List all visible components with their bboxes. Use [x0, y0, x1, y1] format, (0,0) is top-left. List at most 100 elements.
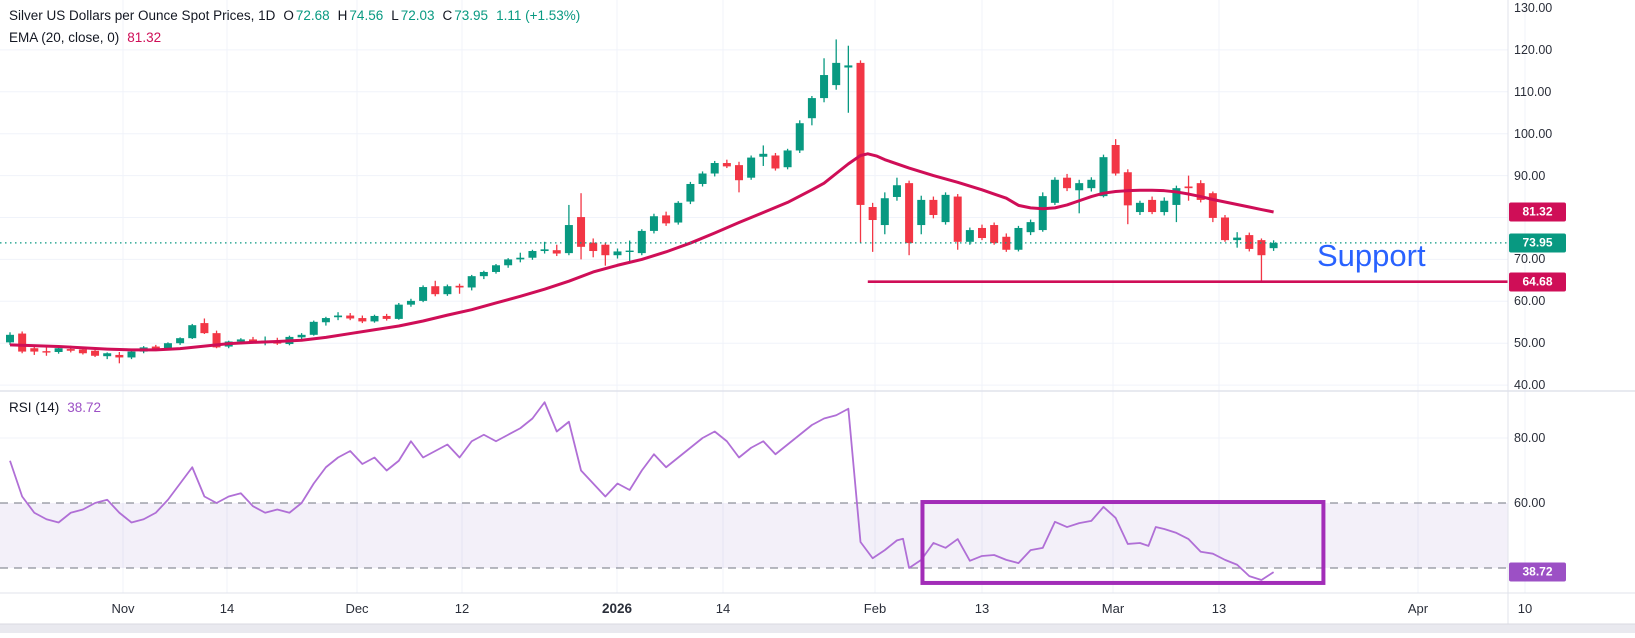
candle-body	[917, 199, 926, 226]
candle-body	[321, 318, 330, 323]
candle-body	[771, 155, 780, 169]
candle-body	[1269, 242, 1278, 249]
candle-body	[78, 349, 87, 354]
price-axis-label: 90.00	[1514, 168, 1546, 183]
candle-body	[1196, 183, 1205, 200]
ema-value: 81.32	[127, 30, 162, 45]
candle-body	[382, 315, 391, 319]
candle-body	[406, 300, 415, 305]
candle-body	[1221, 217, 1229, 241]
candle-body	[467, 276, 476, 288]
time-axis-label: 10	[1517, 601, 1533, 616]
ohlc-open: O 72.68	[283, 8, 330, 23]
candle-body	[747, 157, 756, 178]
symbol-legend-row[interactable]: Silver US Dollars per Ounce Spot Prices,…	[9, 8, 580, 23]
candle-body	[1233, 237, 1242, 241]
candle-body	[735, 165, 743, 181]
support-label[interactable]: Support	[1317, 238, 1426, 273]
price-axis-badge: 64.68	[1509, 272, 1566, 292]
rsi-axis-badge: 38.72	[1509, 562, 1566, 582]
candle-body	[637, 230, 646, 254]
candle-body	[941, 194, 950, 223]
time-axis-label: 14	[715, 601, 731, 616]
candlestick-series	[6, 39, 1278, 364]
time-axis-label: 2026	[601, 601, 633, 616]
candle-body	[30, 348, 39, 352]
candle-body	[334, 315, 343, 318]
price-axis-label: 50.00	[1514, 336, 1546, 351]
price-axis-label: 70.00	[1514, 252, 1546, 267]
candle-body	[1135, 202, 1144, 213]
candle-body	[1160, 200, 1169, 213]
candle-body	[236, 339, 245, 342]
candle-body	[443, 286, 452, 295]
candle-body	[91, 350, 100, 356]
price-axis-label: 120.00	[1514, 42, 1553, 57]
rsi-legend-row[interactable]: RSI (14) 38.72	[9, 400, 101, 415]
candle-body	[820, 75, 829, 99]
candle-body	[297, 334, 306, 338]
candle-body	[419, 287, 428, 301]
time-axis-label: 13	[1211, 601, 1227, 616]
ema-legend-row[interactable]: EMA (20, close, 0) 81.32	[9, 30, 161, 45]
symbol-title: Silver US Dollars per Ounce Spot Prices,…	[9, 8, 276, 23]
candle-body	[1014, 227, 1023, 250]
candle-body	[1050, 179, 1059, 203]
candle-body	[370, 315, 379, 322]
rsi-highlight-box[interactable]	[920, 500, 1326, 585]
ohlc-close: C 73.95	[442, 8, 489, 23]
price-change: 1.11 (+1.53%)	[496, 8, 581, 23]
candle-body	[1148, 199, 1157, 213]
candle-body	[115, 354, 124, 358]
candle-body	[540, 249, 549, 252]
price-axis-badge: 81.32	[1509, 202, 1566, 222]
candle-body	[844, 65, 853, 68]
candle-body	[516, 257, 525, 260]
candle-body	[868, 207, 877, 221]
candle-body	[18, 333, 27, 352]
candle-body	[880, 198, 889, 226]
candle-body	[686, 183, 695, 202]
price-axis-label: 110.00	[1514, 84, 1552, 99]
candle-body	[103, 353, 112, 357]
rsi-value: 38.72	[67, 400, 102, 415]
candle-body	[759, 153, 768, 157]
rsi-14-line	[9, 401, 1275, 581]
price-axis-label: 100.00	[1514, 126, 1553, 141]
ema-label: EMA (20, close, 0)	[9, 30, 120, 45]
candle-body	[674, 202, 683, 223]
candle-body	[1257, 240, 1266, 256]
candle-body	[127, 351, 136, 358]
candle-body	[905, 183, 914, 244]
time-axis-label: Apr	[1407, 601, 1429, 616]
time-axis-label: Dec	[345, 601, 369, 616]
candle-body	[832, 62, 841, 86]
price-axis-label: 130.00	[1514, 1, 1553, 15]
candle-body	[1172, 188, 1181, 205]
rsi-label: RSI (14)	[9, 400, 60, 415]
time-axis-label: Feb	[863, 601, 887, 616]
time-axis-label: 12	[454, 601, 470, 616]
candle-body	[1208, 193, 1217, 218]
candle-body	[528, 251, 537, 258]
candle-body	[953, 196, 962, 242]
candle-body	[1038, 196, 1047, 231]
candle-body	[589, 242, 598, 252]
candle-body	[722, 163, 731, 167]
time-axis-label: Mar	[1101, 601, 1125, 616]
candle-body	[698, 173, 707, 184]
candle-body	[552, 250, 561, 254]
candle-body	[151, 346, 160, 350]
candle-body	[990, 225, 999, 244]
candle-body	[200, 323, 209, 334]
candle-body	[346, 315, 355, 319]
candle-body	[1245, 235, 1254, 249]
bottom-strip	[0, 624, 1635, 633]
candle-body	[1184, 186, 1193, 189]
candle-body	[1026, 222, 1035, 233]
candle-body	[577, 217, 586, 247]
candle-body	[710, 163, 719, 174]
candle-body	[1087, 179, 1096, 189]
candle-body	[625, 250, 634, 253]
